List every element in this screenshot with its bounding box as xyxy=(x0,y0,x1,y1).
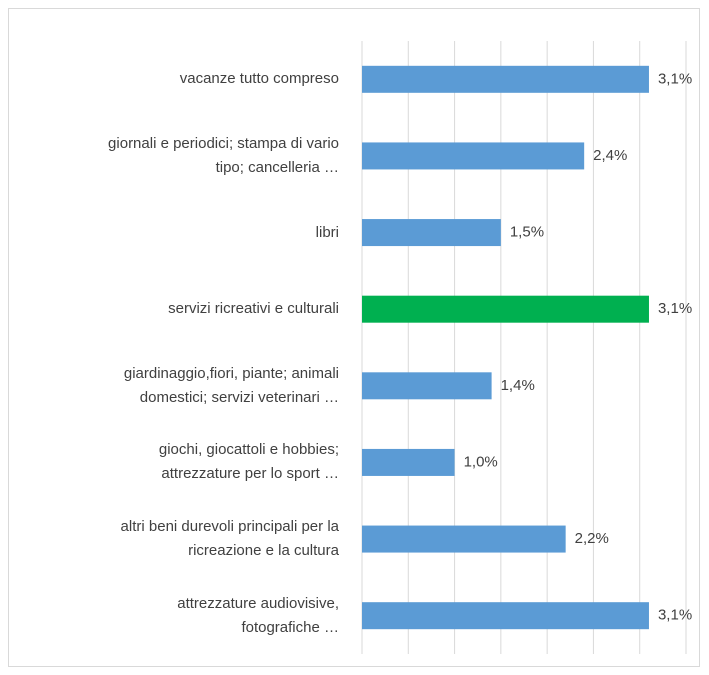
value-label: 3,1% xyxy=(658,300,692,317)
bar xyxy=(362,65,649,93)
category-label: attrezzature audiovisive, fotografiche … xyxy=(177,594,339,636)
value-label: 2,4% xyxy=(593,147,627,164)
bar xyxy=(362,602,649,630)
category-label: giornali e periodici; stampa di vario ti… xyxy=(108,134,339,176)
category-label: vacanze tutto compreso xyxy=(179,70,339,88)
value-label: 1,0% xyxy=(464,453,498,470)
category-label: altri beni durevoli principali per la ri… xyxy=(120,518,339,560)
bar xyxy=(362,448,455,476)
value-label: 3,1% xyxy=(658,607,692,624)
category-label: libri xyxy=(315,223,339,241)
bar xyxy=(362,219,501,247)
value-label: 3,1% xyxy=(658,70,692,87)
category-label: servizi ricreativi e culturali xyxy=(168,300,339,318)
bar xyxy=(362,372,492,400)
chart-border xyxy=(8,8,700,667)
value-label: 1,4% xyxy=(501,377,535,394)
bar xyxy=(362,525,566,553)
bar xyxy=(362,295,649,323)
category-label: giochi, giocattoli e hobbies; attrezzatu… xyxy=(158,441,339,483)
value-label: 2,2% xyxy=(575,530,609,547)
category-label: giardinaggio,fiori, piante; animali dome… xyxy=(123,364,339,406)
bar xyxy=(362,142,585,170)
value-label: 1,5% xyxy=(510,224,544,241)
